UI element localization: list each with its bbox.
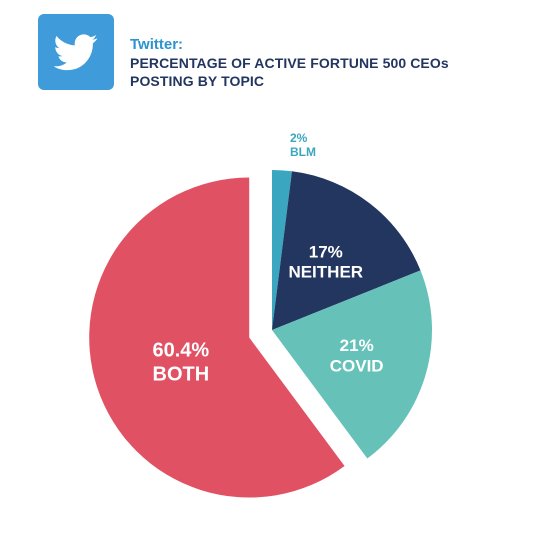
pie-slice-blm [272,170,292,330]
slice-value-label-both: 60.4% [152,340,209,362]
chart-title-block: Twitter: PERCENTAGE OF ACTIVE FORTUNE 50… [130,36,520,90]
chart-title-line-1: PERCENTAGE OF ACTIVE FORTUNE 500 CEOs [130,55,449,71]
slice-value-label-neither: 17% [309,242,343,261]
slice-category-label-covid: COVID [330,356,384,375]
slice-category-label-blm: BLM [290,145,316,159]
slice-value-label-covid: 21% [340,336,374,355]
pie-slice-both [89,177,345,498]
slice-value-label-blm: 2% [290,131,308,145]
pie-slice-neither [272,171,421,330]
chart-title-line-2: POSTING BY TOPIC [130,73,265,89]
slice-category-label-both: BOTH [153,364,210,386]
slice-category-label-neither: NEITHER [288,263,363,282]
brand-label: Twitter: [130,36,184,53]
twitter-logo-tile [38,14,114,90]
pie-slice-covid [272,270,432,459]
twitter-bird-icon [54,34,98,71]
